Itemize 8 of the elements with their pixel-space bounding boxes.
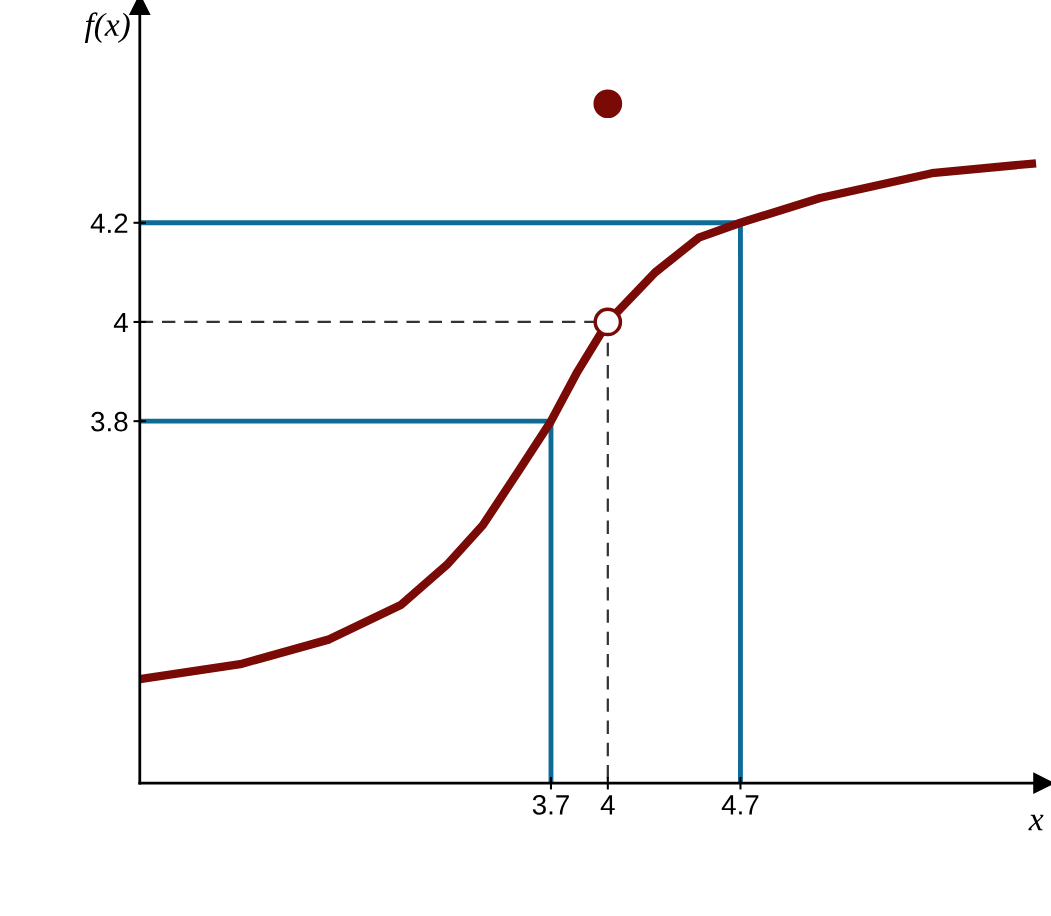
x-tick-label: 4 <box>600 795 615 815</box>
x-tick-label: 4.7 <box>721 795 759 815</box>
x-tick-label: 3.7 <box>532 795 569 815</box>
x-axis-title: x <box>1028 814 1044 831</box>
y-tick-label: 3.8 <box>91 411 128 432</box>
y-tick-label: 4.2 <box>90 213 128 233</box>
y-tick-label: 4 <box>113 312 128 333</box>
y-axis-title: f(x) <box>84 12 130 43</box>
